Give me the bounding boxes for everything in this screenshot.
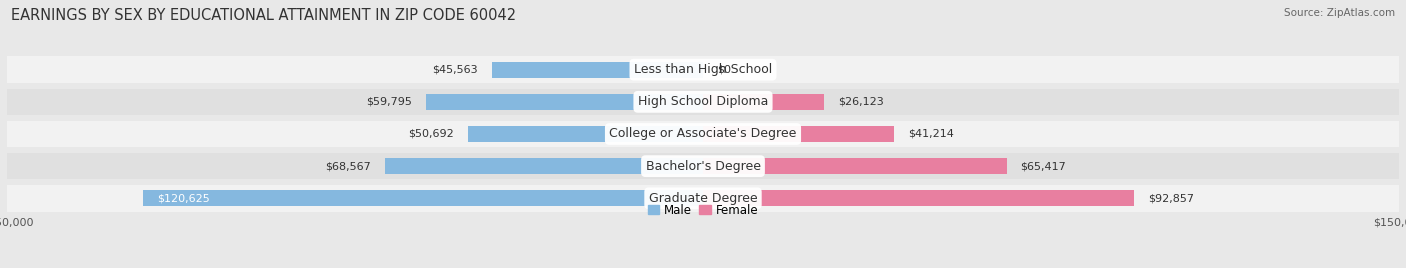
Text: $92,857: $92,857 [1147, 193, 1194, 203]
Text: $45,563: $45,563 [432, 65, 478, 75]
Bar [7, 185, 1399, 211]
Text: $68,567: $68,567 [325, 161, 371, 171]
Text: $120,625: $120,625 [157, 193, 209, 203]
Bar [468, 126, 703, 142]
Text: $41,214: $41,214 [908, 129, 955, 139]
Text: $0: $0 [717, 65, 731, 75]
Text: Graduate Degree: Graduate Degree [648, 192, 758, 205]
Bar [703, 126, 894, 142]
Text: Less than High School: Less than High School [634, 63, 772, 76]
Text: High School Diploma: High School Diploma [638, 95, 768, 108]
Legend: Male, Female: Male, Female [648, 203, 758, 217]
Bar [7, 153, 1399, 179]
Bar [143, 190, 703, 206]
Text: College or Associate's Degree: College or Associate's Degree [609, 128, 797, 140]
Bar [703, 190, 1133, 206]
Text: Bachelor's Degree: Bachelor's Degree [645, 160, 761, 173]
Bar [7, 121, 1399, 147]
Text: EARNINGS BY SEX BY EDUCATIONAL ATTAINMENT IN ZIP CODE 60042: EARNINGS BY SEX BY EDUCATIONAL ATTAINMEN… [11, 8, 516, 23]
Bar [703, 158, 1007, 174]
Bar [703, 94, 824, 110]
Bar [7, 89, 1399, 115]
Bar [385, 158, 703, 174]
Bar [492, 62, 703, 78]
Text: $26,123: $26,123 [838, 97, 884, 107]
Text: $59,795: $59,795 [366, 97, 412, 107]
Text: $65,417: $65,417 [1021, 161, 1066, 171]
Text: Source: ZipAtlas.com: Source: ZipAtlas.com [1284, 8, 1395, 18]
Bar [426, 94, 703, 110]
Bar [7, 57, 1399, 83]
Text: $50,692: $50,692 [408, 129, 454, 139]
